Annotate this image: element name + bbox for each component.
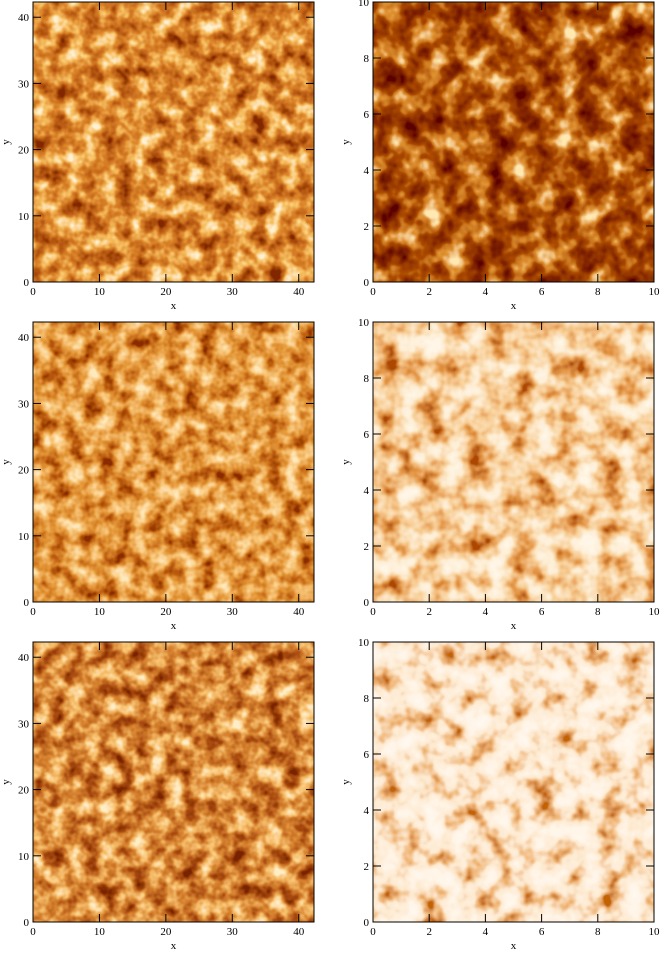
x-tick-label: 6 [539, 926, 545, 938]
y-tick-label: 10 [18, 851, 30, 863]
heatmap-image [373, 322, 654, 602]
y-tick-label: 4 [364, 165, 370, 177]
y-tick-label: 20 [18, 465, 30, 477]
x-axis-label: x [171, 940, 177, 952]
x-tick-label: 2 [426, 926, 432, 938]
plot-frame [32, 321, 315, 603]
y-tick-label: 20 [18, 785, 30, 797]
y-tick-label: 2 [364, 861, 370, 873]
y-tick-label: 0 [24, 917, 30, 929]
x-tick-label: 20 [160, 606, 172, 618]
y-axis-label: y [0, 459, 12, 465]
y-tick-label: 6 [364, 109, 370, 121]
x-tick-label: 10 [94, 926, 106, 938]
x-axis-label: x [171, 620, 177, 632]
y-tick-label: 0 [24, 277, 30, 289]
x-tick-label: 30 [227, 926, 239, 938]
x-tick-label: 40 [293, 286, 305, 298]
plot-frame [372, 641, 655, 923]
y-axis-label: y [340, 139, 352, 145]
x-tick-label: 20 [160, 926, 172, 938]
y-tick-label: 10 [18, 531, 30, 543]
x-tick-label: 4 [483, 606, 489, 618]
plot-frame [32, 1, 315, 283]
y-tick-label: 30 [18, 398, 30, 410]
x-tick-label: 6 [539, 286, 545, 298]
y-tick-label: 8 [364, 53, 370, 65]
y-tick-label: 10 [18, 211, 30, 223]
x-tick-label: 4 [483, 286, 489, 298]
y-tick-label: 40 [18, 332, 30, 344]
y-axis-label: y [340, 459, 352, 465]
x-axis-label: x [511, 300, 517, 312]
y-tick-label: 40 [18, 652, 30, 664]
plot-frame [372, 321, 655, 603]
x-tick-label: 0 [370, 606, 376, 618]
y-axis-label: y [0, 779, 12, 785]
x-tick-label: 0 [30, 926, 36, 938]
x-tick-label: 10 [649, 286, 661, 298]
x-tick-label: 2 [426, 286, 432, 298]
y-tick-label: 6 [364, 749, 370, 761]
x-tick-label: 2 [426, 606, 432, 618]
x-tick-label: 10 [649, 926, 661, 938]
heatmap-image [33, 322, 314, 602]
heatmap-image [373, 2, 654, 282]
x-tick-label: 10 [94, 286, 106, 298]
y-tick-label: 40 [18, 12, 30, 24]
y-tick-label: 4 [364, 485, 370, 497]
x-tick-label: 0 [370, 286, 376, 298]
y-tick-label: 8 [364, 693, 370, 705]
y-tick-label: 20 [18, 145, 30, 157]
x-axis-label: x [171, 300, 177, 312]
y-tick-label: 8 [364, 373, 370, 385]
x-tick-label: 40 [293, 606, 305, 618]
x-tick-label: 10 [94, 606, 106, 618]
heatmap-image [373, 642, 654, 922]
x-tick-label: 0 [30, 286, 36, 298]
x-tick-label: 30 [227, 286, 239, 298]
y-tick-label: 0 [364, 597, 370, 609]
plot-frame [32, 641, 315, 923]
y-tick-label: 0 [364, 917, 370, 929]
x-tick-label: 6 [539, 606, 545, 618]
y-tick-label: 6 [364, 429, 370, 441]
y-tick-label: 10 [358, 637, 370, 649]
y-tick-label: 10 [358, 317, 370, 329]
y-tick-label: 30 [18, 718, 30, 730]
heatmap-image [33, 2, 314, 282]
x-tick-label: 20 [160, 286, 172, 298]
x-tick-label: 0 [30, 606, 36, 618]
x-tick-label: 10 [649, 606, 661, 618]
y-tick-label: 0 [364, 277, 370, 289]
x-tick-label: 4 [483, 926, 489, 938]
x-axis-label: x [511, 620, 517, 632]
heatmap-image [33, 642, 314, 922]
y-tick-label: 2 [364, 221, 370, 233]
x-tick-label: 40 [293, 926, 305, 938]
y-axis-label: y [340, 779, 352, 785]
y-tick-label: 30 [18, 78, 30, 90]
x-tick-label: 0 [370, 926, 376, 938]
x-tick-label: 8 [595, 926, 601, 938]
y-tick-label: 10 [358, 0, 370, 9]
y-axis-label: y [0, 139, 12, 145]
x-axis-label: x [511, 940, 517, 952]
y-tick-label: 4 [364, 805, 370, 817]
plot-frame [372, 1, 655, 283]
x-tick-label: 30 [227, 606, 239, 618]
y-tick-label: 0 [24, 597, 30, 609]
x-tick-label: 8 [595, 286, 601, 298]
x-tick-label: 8 [595, 606, 601, 618]
y-tick-label: 2 [364, 541, 370, 553]
